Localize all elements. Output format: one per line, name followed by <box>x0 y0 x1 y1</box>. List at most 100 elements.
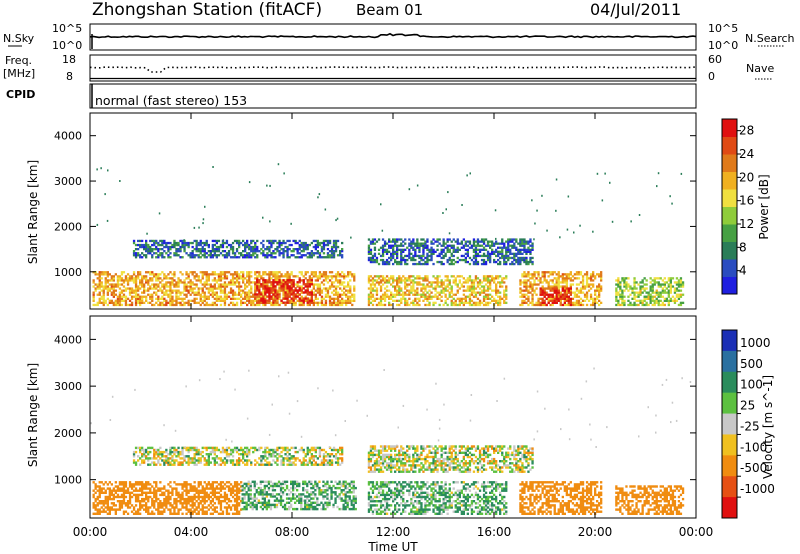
echo-cell <box>639 291 642 294</box>
echo-cell <box>430 258 433 262</box>
echo-cell <box>371 289 375 292</box>
echo-cell <box>264 297 267 300</box>
power-colorbar-label: Power [dB] <box>757 174 771 239</box>
echo-cell <box>120 481 124 484</box>
echo-cell <box>137 495 140 499</box>
echo-cell <box>412 248 415 251</box>
echo-cell <box>223 497 227 501</box>
echo-cell <box>205 500 208 503</box>
echo-cell <box>167 502 170 505</box>
echo-cell <box>257 493 260 496</box>
echo-cell <box>294 293 297 296</box>
echo-cell <box>679 277 683 280</box>
echo-cell <box>625 281 628 284</box>
echo-cell <box>482 260 486 264</box>
echo-cell <box>256 275 259 278</box>
echo-cell <box>472 283 476 286</box>
echo-cell <box>383 299 387 302</box>
echo-cell <box>145 299 148 302</box>
echo-cell <box>215 239 218 243</box>
echo-cell <box>231 289 235 292</box>
echo-cell <box>250 281 253 284</box>
echo-cell <box>242 239 245 243</box>
echo-cell <box>316 301 319 304</box>
echo-cell <box>110 506 113 509</box>
echo-cell <box>615 303 618 307</box>
echo-cell <box>440 248 443 251</box>
echo-cell <box>223 281 227 284</box>
echo-cell <box>183 283 186 286</box>
echo-cell <box>598 283 601 286</box>
echo-cell <box>114 491 117 494</box>
echo-cell <box>673 291 677 294</box>
freq-strip: Freq. [MHz] 18 8 60 0 Nave <box>3 53 774 83</box>
echo-cell <box>253 495 256 498</box>
echo-cell <box>280 301 283 304</box>
echo-cell <box>402 295 405 298</box>
echo-cell <box>215 241 218 245</box>
echo-cell <box>410 244 413 247</box>
echo-cell <box>410 258 413 262</box>
echo-cell <box>254 299 257 302</box>
echo-cell <box>296 295 299 298</box>
echo-cell <box>238 487 241 490</box>
echo-cell <box>106 281 109 284</box>
echo-cell <box>621 295 624 298</box>
echo-cell <box>592 299 595 302</box>
echo-cell <box>233 500 237 503</box>
echo-cell <box>193 256 196 259</box>
echo-cell <box>353 297 356 300</box>
echo-cell <box>468 301 472 304</box>
echo-cell <box>128 506 132 509</box>
echo-cell <box>341 293 344 296</box>
echo-cell <box>195 279 198 282</box>
echo-cell <box>104 299 107 302</box>
echo-cell <box>505 254 508 258</box>
echo-cell <box>404 277 407 280</box>
echo-cell <box>379 254 383 258</box>
echo-cell <box>278 250 281 253</box>
echo-cell <box>151 500 154 503</box>
echo-cell <box>276 277 279 280</box>
echo-cell <box>294 241 297 245</box>
echo-cell <box>264 271 267 274</box>
echo-cell <box>227 481 231 484</box>
echo-cell <box>428 289 431 292</box>
echo-cell <box>426 258 429 262</box>
echo-cell <box>245 507 248 511</box>
echo-cell <box>383 295 387 298</box>
echo-cell <box>416 289 419 292</box>
echo-cell <box>215 250 218 253</box>
echo-cell <box>278 254 281 257</box>
echo-cell <box>241 501 244 504</box>
echo-cell <box>491 244 494 247</box>
echo-cell <box>383 281 387 284</box>
echo-cell <box>244 241 247 245</box>
echo-cell <box>276 245 279 249</box>
echo-cell <box>410 287 413 290</box>
echo-cell <box>259 493 262 496</box>
echo-cell <box>679 285 683 288</box>
echo-cell <box>195 241 198 245</box>
echo-cell <box>583 293 587 296</box>
echo-cell <box>255 503 258 507</box>
echo-cell <box>424 287 427 290</box>
echo-cell <box>422 262 425 266</box>
echo-cell <box>456 285 459 288</box>
echo-cell <box>659 283 662 286</box>
echo-cell <box>369 256 373 260</box>
echo-cell <box>257 501 260 504</box>
echo-cell <box>381 293 385 296</box>
echo-cell <box>264 281 267 284</box>
echo-cell <box>163 510 166 513</box>
echo-cell <box>163 485 166 488</box>
echo-cell <box>341 299 344 302</box>
echo-cell <box>328 303 332 307</box>
echo-cell <box>472 248 476 251</box>
echo-cell <box>143 291 146 294</box>
echo-cell <box>163 245 166 249</box>
echo-cell <box>217 273 221 276</box>
echo-cell <box>334 289 338 292</box>
echo-cell <box>446 285 449 288</box>
echo-cell <box>619 295 622 298</box>
